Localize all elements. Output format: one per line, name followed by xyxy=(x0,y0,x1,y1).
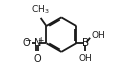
Text: OH: OH xyxy=(79,54,92,63)
Text: CH$_3$: CH$_3$ xyxy=(31,4,49,16)
Text: OH: OH xyxy=(92,31,105,40)
Text: N: N xyxy=(34,38,41,48)
Text: −: − xyxy=(24,37,31,46)
Text: +: + xyxy=(37,36,43,45)
Text: B: B xyxy=(82,38,89,48)
Text: O: O xyxy=(22,38,30,48)
Text: O: O xyxy=(33,54,41,64)
